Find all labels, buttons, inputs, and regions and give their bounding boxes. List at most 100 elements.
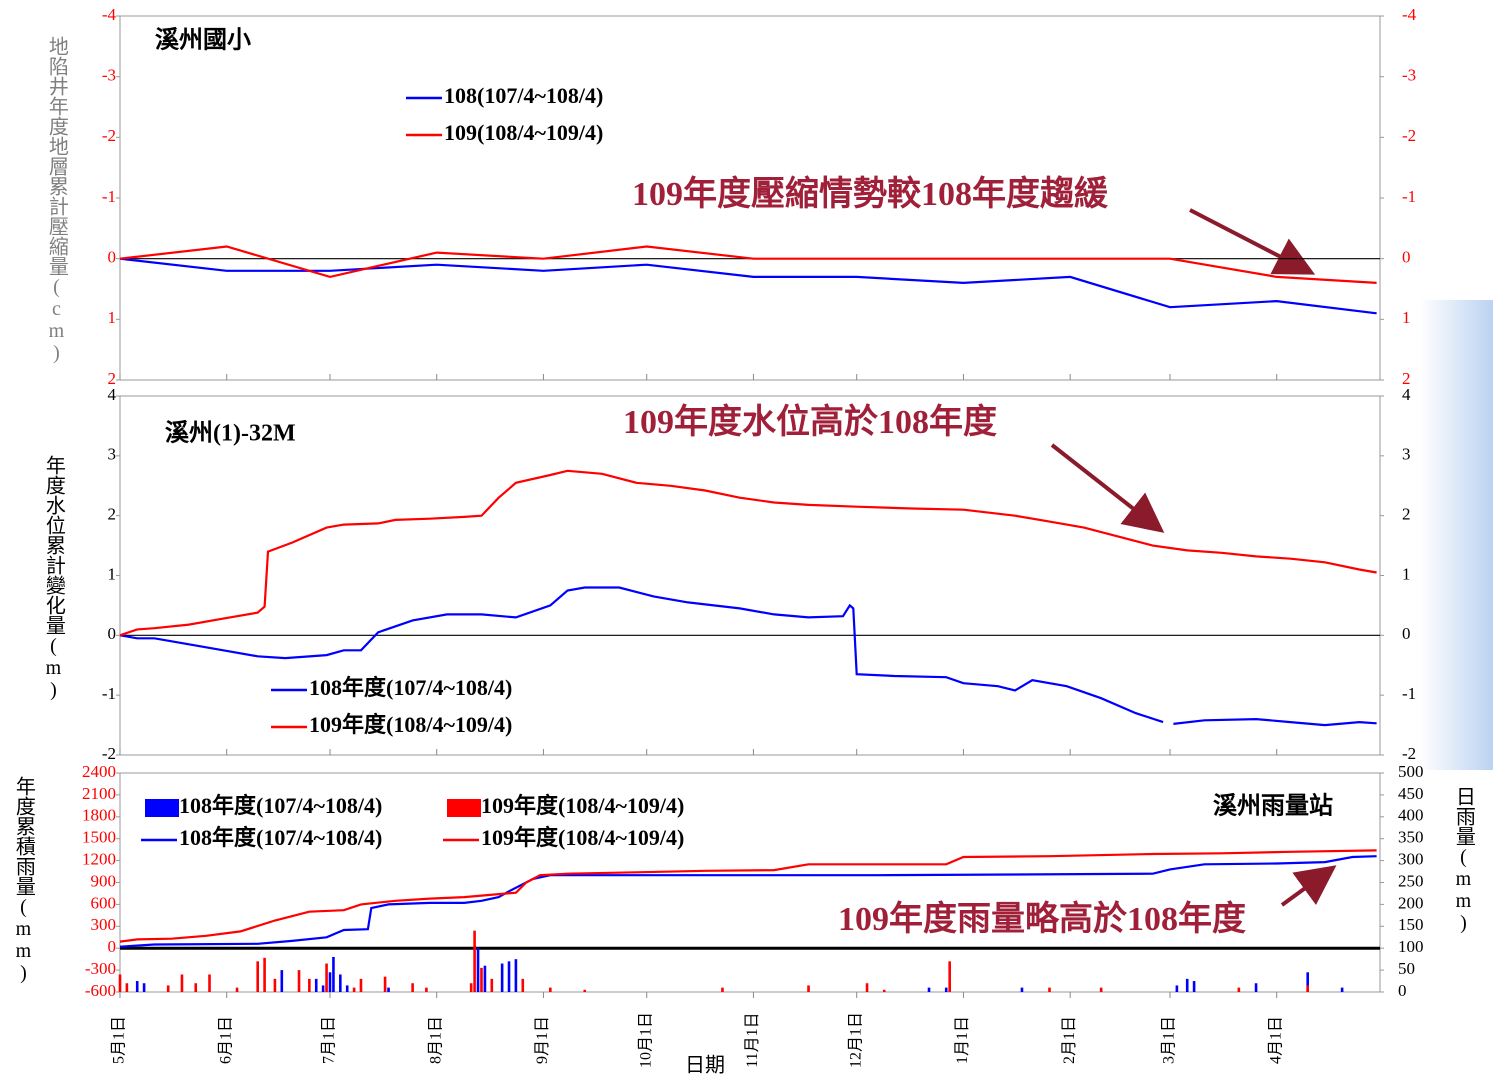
y2-tick-label: 0 — [1402, 248, 1411, 267]
rain-bar — [477, 948, 480, 992]
rain-bar — [308, 979, 311, 992]
annotation: 109年度水位高於108年度 — [623, 403, 997, 441]
legend-swatch — [447, 799, 481, 817]
rain-bar — [501, 964, 504, 992]
rain-bar — [945, 988, 948, 992]
y-tick-label: -3 — [102, 66, 116, 85]
x-tick-label: 5月1日 — [111, 1016, 128, 1064]
x-tick-label: 6月1日 — [217, 1016, 234, 1064]
rain-bar — [948, 961, 951, 992]
y2-tick-label: 3 — [1402, 445, 1411, 464]
y2-tick-label: 1 — [1402, 308, 1411, 327]
rain-bar — [515, 959, 518, 992]
y-axis-title: 地陷井年度地層累計壓縮量(cm) — [45, 36, 68, 364]
legend-swatch — [145, 799, 179, 817]
panel-title: 溪州雨量站 — [1213, 793, 1333, 820]
rain-bar — [236, 988, 239, 992]
y-tick-label: 1800 — [82, 806, 116, 825]
rain-bar — [883, 990, 886, 992]
x-tick-label: 10月1日 — [637, 1012, 654, 1068]
legend-label: 109年度(108/4~109/4) — [481, 793, 684, 818]
rain-bar — [866, 983, 869, 992]
page: {"chart_data":[ {"type":"line","title":"… — [0, 0, 1493, 1079]
y2-tick-label: 350 — [1398, 828, 1424, 847]
x-tick-label: 9月1日 — [534, 1016, 551, 1064]
y2-tick-label: 0 — [1398, 981, 1407, 1000]
rain-bar — [167, 985, 170, 992]
x-tick-label: 3月1日 — [1161, 1016, 1178, 1064]
y-tick-label: -4 — [102, 5, 117, 24]
y2-tick-label: 0 — [1402, 624, 1411, 643]
annotation-arrow — [1052, 445, 1158, 528]
rain-bar — [473, 931, 476, 992]
background-decoration — [1420, 300, 1493, 770]
rain-bar — [315, 979, 318, 992]
annotation: 109年度雨量略高於108年度 — [838, 900, 1246, 938]
data-line — [120, 588, 1377, 726]
rain-bar — [1193, 981, 1196, 992]
rain-bar — [281, 970, 284, 992]
rain-bar — [353, 988, 356, 992]
x-tick-label: 4月1日 — [1267, 1016, 1284, 1064]
rain-bar — [928, 988, 931, 992]
rain-bar — [484, 966, 487, 992]
rain-bar — [1341, 988, 1344, 992]
rain-bar — [298, 970, 301, 992]
rain-bar — [1186, 979, 1189, 992]
y-tick-label: 3 — [108, 445, 117, 464]
y-tick-label: 1 — [108, 564, 117, 583]
x-tick-label: 12月1日 — [847, 1012, 864, 1068]
rain-bar — [332, 957, 335, 992]
y2-tick-label: 400 — [1398, 806, 1424, 825]
x-axis-title: 日期 — [685, 1055, 725, 1077]
y-tick-label: 0 — [108, 937, 117, 956]
rain-bar — [508, 961, 511, 992]
y-tick-label: -2 — [102, 744, 116, 763]
x-tick-label: 11月1日 — [744, 1012, 761, 1067]
y2-tick-label: -4 — [1402, 5, 1417, 24]
rain-bar — [1100, 988, 1103, 992]
y-tick-label: 2400 — [82, 762, 116, 781]
legend-label: 108年度(107/4~108/4) — [179, 825, 382, 850]
y2-tick-label: 4 — [1402, 385, 1411, 404]
rain-bar — [491, 979, 494, 992]
rain-bar — [1021, 988, 1024, 992]
rain-bar — [263, 958, 266, 992]
y2-tick-label: -2 — [1402, 126, 1416, 145]
y-tick-label: -1 — [102, 187, 116, 206]
rain-bar — [425, 988, 428, 992]
data-line — [120, 247, 1377, 283]
rain-bar — [1238, 988, 1241, 992]
annotation: 109年度壓縮情勢較108年度趨緩 — [632, 174, 1109, 213]
y-tick-label: 4 — [108, 385, 117, 404]
y2-tick-label: 450 — [1398, 784, 1424, 803]
y2-tick-label: 2 — [1402, 505, 1411, 524]
legend-label: 109年度(108/4~109/4) — [309, 712, 512, 737]
annotation-arrow — [1190, 210, 1308, 271]
rain-bar — [136, 981, 139, 992]
x-tick-label: 2月1日 — [1061, 1016, 1078, 1064]
y-tick-label: 0 — [108, 248, 117, 267]
x-tick-label: 7月1日 — [321, 1016, 338, 1064]
data-line — [120, 259, 1377, 314]
y2-tick-label: 500 — [1398, 762, 1424, 781]
chart: -4-4-3-3-2-2-1-1001122溪州國小109年度壓縮情勢較108年… — [0, 0, 1493, 1079]
rain-bar — [1176, 985, 1179, 992]
rain-bar — [411, 983, 414, 992]
rain-bar — [322, 985, 325, 992]
rain-bar — [1048, 988, 1051, 992]
rain-bar — [181, 974, 184, 992]
legend-label: 108年度(107/4~108/4) — [309, 675, 512, 700]
rain-bar — [119, 974, 122, 992]
y-axis-title: 年度水位累計變化量(m) — [42, 455, 65, 701]
rain-bar — [208, 974, 211, 992]
y2-tick-label: 50 — [1398, 959, 1415, 978]
rain-bar — [721, 988, 724, 992]
rain-bar — [329, 972, 332, 992]
y-tick-label: 0 — [108, 624, 117, 643]
rain-bar — [339, 974, 342, 992]
y-tick-label: 900 — [91, 871, 117, 890]
rain-bar — [807, 985, 810, 992]
legend-label: 108(107/4~108/4) — [444, 83, 603, 108]
y2-axis-title: 日雨量(mm) — [1452, 786, 1475, 934]
